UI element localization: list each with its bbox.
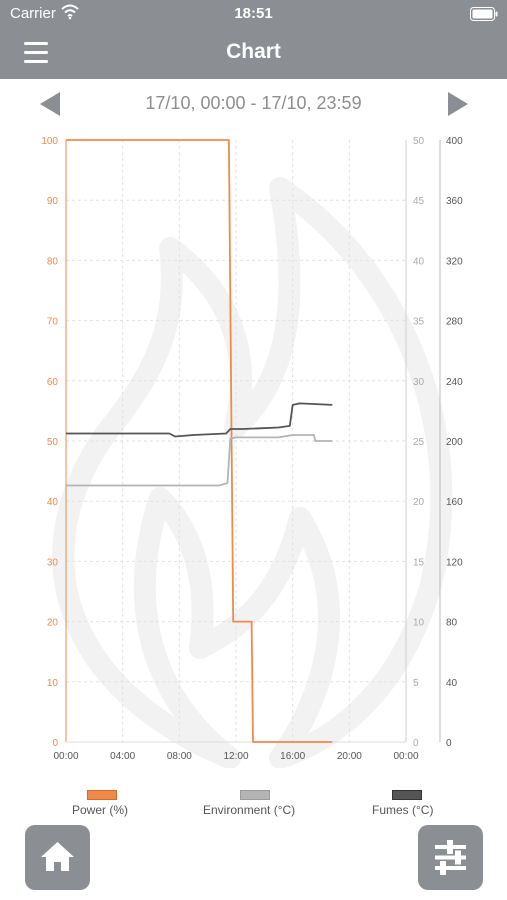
chart-series [66, 139, 333, 743]
y-left-tick-label: 80 [47, 256, 59, 267]
x-tick-label: 12:00 [223, 751, 248, 762]
y-left-tick-label: 10 [47, 678, 59, 689]
y-right-tick-label-fumes: 320 [446, 256, 463, 267]
y-right-tick-label-environment: 35 [413, 317, 425, 328]
clock: 18:51 [234, 5, 273, 22]
x-tick-label: 04:00 [110, 751, 135, 762]
legend-swatch-environment [240, 790, 270, 800]
y-left-tick-label: 60 [47, 377, 59, 388]
home-button[interactable] [25, 825, 90, 890]
y-right-tick-label-environment: 0 [413, 738, 419, 749]
y-left-tick-label: 0 [52, 738, 58, 749]
y-left-tick-label: 100 [41, 136, 58, 147]
y-right-tick-label-environment: 5 [413, 678, 419, 689]
settings-button[interactable] [418, 825, 483, 890]
sliders-icon [435, 840, 466, 875]
legend-label-fumes: Fumes (°C) [372, 803, 434, 817]
y-right-tick-label-environment: 40 [413, 256, 425, 267]
home-icon [41, 842, 74, 871]
y-right-tick-label-environment: 25 [413, 437, 425, 448]
y-left-tick-label: 30 [47, 557, 59, 568]
series-line-power [66, 139, 333, 743]
y-right-tick-label-environment: 20 [413, 497, 425, 508]
y-right-tick-label-fumes: 0 [446, 738, 452, 749]
chart-grid [66, 140, 406, 742]
y-left-tick-label: 20 [47, 618, 59, 629]
triangle-right-icon[interactable] [444, 89, 472, 119]
y-right-tick-label-fumes: 200 [446, 437, 463, 448]
hamburger-menu-icon[interactable] [22, 40, 52, 66]
status-bar: Carrier 18:51 [0, 0, 507, 28]
y-right-tick-label-environment: 45 [413, 196, 425, 207]
page-title: Chart [226, 40, 281, 63]
wifi-icon [61, 4, 79, 20]
x-tick-label: 00:00 [53, 751, 78, 762]
y-right-tick-label-environment: 30 [413, 377, 425, 388]
x-tick-label: 00:00 [393, 751, 418, 762]
y-right-tick-label-fumes: 280 [446, 317, 463, 328]
y-left-tick-label: 90 [47, 196, 59, 207]
series-line-environment-c [66, 434, 333, 487]
carrier-label: Carrier [10, 5, 56, 22]
legend-swatch-power [87, 790, 117, 800]
nav-bar: Chart [0, 28, 507, 79]
y-right-tick-label-fumes: 160 [446, 497, 463, 508]
series-line-fumes-c [66, 402, 333, 438]
y-right-tick-label-fumes: 240 [446, 377, 463, 388]
legend-label-environment: Environment (°C) [203, 803, 296, 817]
y-left-tick-label: 70 [47, 317, 59, 328]
battery-icon [470, 7, 498, 21]
y-right-tick-label-environment: 15 [413, 557, 425, 568]
x-tick-label: 16:00 [280, 751, 305, 762]
triangle-left-icon[interactable] [36, 89, 64, 119]
y-right-tick-label-fumes: 400 [446, 136, 463, 147]
legend-label-power: Power (%) [72, 803, 129, 817]
y-right-tick-label-fumes: 80 [446, 618, 458, 629]
y-left-tick-label: 50 [47, 437, 59, 448]
y-right-tick-label-environment: 50 [413, 136, 425, 147]
y-right-tick-label-fumes: 360 [446, 196, 463, 207]
y-right-tick-label-fumes: 120 [446, 557, 463, 568]
y-left-tick-label: 40 [47, 497, 59, 508]
y-right-tick-label-fumes: 40 [446, 678, 458, 689]
date-range-label: 17/10, 00:00 - 17/10, 23:59 [145, 93, 362, 113]
date-navigator: 17/10, 00:00 - 17/10, 23:59 [0, 82, 507, 126]
x-tick-label: 20:00 [337, 751, 362, 762]
y-right-tick-label-environment: 10 [413, 618, 425, 629]
x-tick-label: 08:00 [167, 751, 192, 762]
legend-swatch-fumes [392, 790, 422, 800]
